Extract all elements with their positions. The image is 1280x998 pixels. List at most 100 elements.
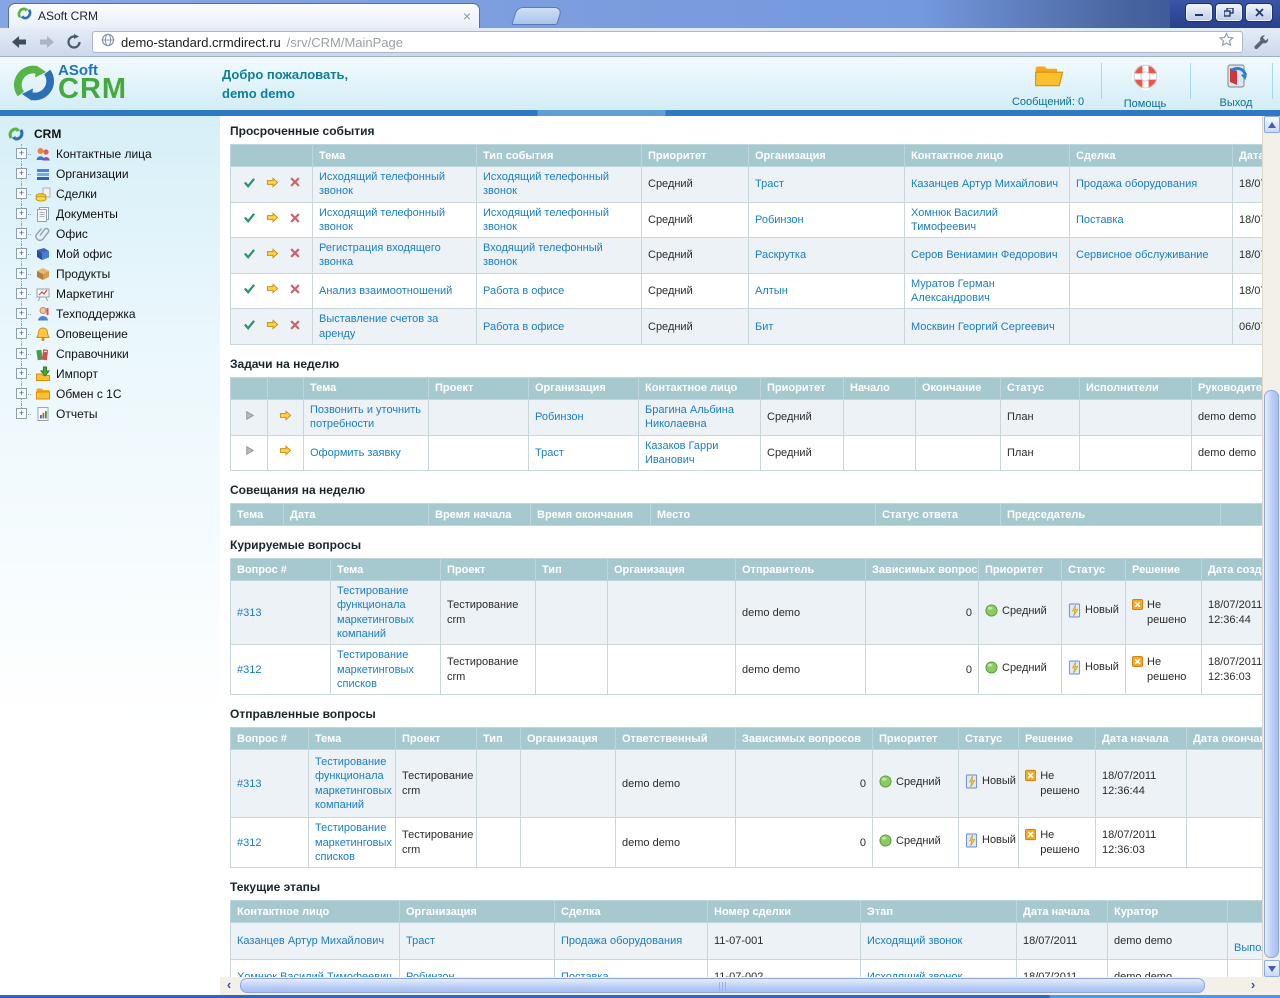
expand-plus-icon[interactable]: + bbox=[16, 348, 27, 359]
task-theme-link[interactable]: Позвонить и уточнить потребности bbox=[310, 403, 422, 431]
stage-link[interactable]: Исходящий звонок bbox=[867, 971, 962, 977]
event-theme-link[interactable]: Регистрация входящего звонка bbox=[319, 242, 441, 269]
expand-plus-icon[interactable]: + bbox=[16, 188, 27, 199]
event-type-link[interactable]: Исходящий телефонный звонок bbox=[483, 206, 610, 233]
sidebar-item-import[interactable]: + Импорт bbox=[8, 364, 220, 384]
done-check-icon[interactable] bbox=[1234, 963, 1262, 977]
event-type-link[interactable]: Работа в офисе bbox=[483, 320, 565, 333]
deal-link[interactable]: Сервисное обслуживание bbox=[1076, 249, 1209, 262]
organization-link[interactable]: Раскрутка bbox=[755, 249, 807, 262]
event-theme-link[interactable]: Исходящий телефонный звонок bbox=[319, 171, 446, 198]
horizontal-scroll-thumb[interactable] bbox=[240, 978, 1205, 993]
sidebar-item-marketing[interactable]: + Маркетинг bbox=[8, 284, 220, 304]
tree-root-crm[interactable]: CRM bbox=[8, 125, 220, 143]
expand-triangle-icon[interactable] bbox=[244, 410, 255, 424]
forward-arrow-icon[interactable] bbox=[266, 247, 279, 264]
contact-link[interactable]: Муратов Герман Александрович bbox=[911, 277, 995, 305]
expand-plus-icon[interactable]: + bbox=[16, 148, 27, 159]
horizontal-scrollbar[interactable]: ‹ › bbox=[220, 977, 1262, 995]
issue-id-link[interactable]: #313 bbox=[237, 777, 262, 790]
contact-link[interactable]: Казаков Гарри Иванович bbox=[645, 439, 719, 466]
contact-link[interactable]: Казанцев Артур Михайлович bbox=[911, 178, 1059, 191]
vertical-scroll-thumb[interactable] bbox=[1264, 390, 1279, 958]
expand-plus-icon[interactable]: + bbox=[16, 288, 27, 299]
scroll-down-button[interactable] bbox=[1264, 960, 1280, 977]
sidebar-item-organizations[interactable]: + Организации bbox=[8, 164, 220, 184]
sidebar-item-products[interactable]: + Продукты bbox=[8, 264, 220, 284]
event-type-link[interactable]: Входящий телефонный звонок bbox=[483, 242, 603, 269]
stage-link[interactable]: Исходящий звонок bbox=[867, 934, 963, 947]
sidebar-item-documents[interactable]: + Документы bbox=[8, 204, 220, 224]
expand-plus-icon[interactable]: + bbox=[16, 248, 27, 259]
event-theme-link[interactable]: Анализ взаимоотношений bbox=[319, 284, 453, 297]
delete-x-icon[interactable] bbox=[289, 176, 301, 192]
forward-arrow-icon[interactable] bbox=[279, 445, 292, 460]
event-theme-link[interactable]: Выставление счетов за аренду bbox=[319, 313, 439, 340]
organization-link[interactable]: Робинзон bbox=[406, 971, 455, 977]
delete-x-icon[interactable] bbox=[289, 212, 301, 228]
organization-link[interactable]: Робинзон bbox=[535, 411, 584, 424]
scroll-up-button[interactable] bbox=[1264, 116, 1280, 133]
expand-plus-icon[interactable]: + bbox=[16, 168, 27, 179]
organization-link[interactable]: Робинзон bbox=[755, 213, 804, 226]
sidebar-item-my-office[interactable]: + Мой офис bbox=[8, 244, 220, 264]
expand-plus-icon[interactable]: + bbox=[16, 388, 27, 399]
scroll-right-button[interactable]: › bbox=[1244, 977, 1262, 995]
organization-link[interactable]: Алтын bbox=[755, 284, 788, 297]
complete-check-icon[interactable] bbox=[243, 247, 256, 264]
deal-link[interactable]: Продажа оборудования bbox=[1076, 178, 1198, 191]
issue-theme-link[interactable]: Тестирование функционала маркетинговых к… bbox=[315, 756, 392, 812]
contact-link[interactable]: Хомнюк Василий Тимофеевич bbox=[911, 206, 998, 233]
expand-plus-icon[interactable]: + bbox=[16, 308, 27, 319]
forward-arrow-icon[interactable] bbox=[279, 409, 292, 425]
issue-id-link[interactable]: #312 bbox=[237, 663, 262, 676]
contact-link[interactable]: Москвин Георгий Сергеевич bbox=[911, 320, 1055, 333]
sidebar-item-reports[interactable]: + Отчеты bbox=[8, 404, 220, 424]
organization-link[interactable]: Траст bbox=[755, 178, 784, 191]
complete-check-icon[interactable] bbox=[243, 176, 256, 193]
contact-link[interactable]: Брагина Альбина Николаевна bbox=[645, 403, 734, 431]
expand-plus-icon[interactable]: + bbox=[16, 328, 27, 339]
contact-link[interactable]: Казанцев Артур Михайлович bbox=[237, 934, 385, 947]
minimize-button[interactable] bbox=[1185, 3, 1213, 22]
deal-link[interactable]: Продажа оборудования bbox=[561, 934, 683, 947]
restore-button[interactable] bbox=[1215, 3, 1243, 22]
tab-close-icon[interactable]: × bbox=[462, 8, 471, 24]
address-bar[interactable]: demo-standard.crmdirect.ru/srv/CRM/MainP… bbox=[92, 31, 1243, 53]
browser-tab[interactable]: ASoft CRM × bbox=[8, 3, 480, 28]
event-type-link[interactable]: Исходящий телефонный звонок bbox=[483, 171, 610, 198]
sidebar-item-contacts[interactable]: + Контактные лица bbox=[8, 144, 220, 164]
forward-arrow-icon[interactable] bbox=[266, 318, 279, 335]
forward-arrow-icon[interactable] bbox=[266, 176, 279, 193]
contact-link[interactable]: Хомнюк Василий Тимофеевич bbox=[237, 971, 392, 977]
sidebar-item-deals[interactable]: + Сделки bbox=[8, 184, 220, 204]
issue-theme-link[interactable]: Тестирование функционала маркетинговых к… bbox=[337, 585, 414, 641]
event-theme-link[interactable]: Исходящий телефонный звонок bbox=[319, 206, 446, 233]
delete-x-icon[interactable] bbox=[289, 283, 301, 299]
sidebar-item-reference[interactable]: + Справочники bbox=[8, 344, 220, 364]
complete-check-icon[interactable] bbox=[243, 282, 256, 299]
forward-button[interactable] bbox=[38, 35, 56, 49]
issue-theme-link[interactable]: Тестирование маркетинговых списков bbox=[337, 649, 414, 690]
scroll-left-button[interactable]: ‹ bbox=[220, 977, 238, 995]
contact-link[interactable]: Серов Вениамин Федорович bbox=[911, 249, 1058, 262]
expand-plus-icon[interactable]: + bbox=[16, 408, 27, 419]
expand-plus-icon[interactable]: + bbox=[16, 268, 27, 279]
expand-plus-icon[interactable]: + bbox=[16, 368, 27, 379]
organization-link[interactable]: Бит bbox=[755, 320, 774, 333]
new-tab-button[interactable] bbox=[511, 7, 563, 25]
reload-button[interactable] bbox=[66, 34, 82, 50]
issue-theme-link[interactable]: Тестирование маркетинговых списков bbox=[315, 822, 392, 863]
sidebar-item-alerts[interactable]: + Оповещение bbox=[8, 324, 220, 344]
sidebar-item-1c-exchange[interactable]: + Обмен с 1С bbox=[8, 384, 220, 404]
back-button[interactable] bbox=[10, 35, 28, 49]
wrench-menu-icon[interactable] bbox=[1253, 34, 1270, 51]
sidebar-item-office[interactable]: + Офис bbox=[8, 224, 220, 244]
complete-check-icon[interactable] bbox=[243, 211, 256, 228]
vertical-scrollbar[interactable] bbox=[1262, 116, 1280, 977]
deal-link[interactable]: Поставка bbox=[1076, 213, 1124, 226]
complete-check-icon[interactable] bbox=[243, 318, 256, 335]
deal-link[interactable]: Поставка bbox=[561, 971, 609, 977]
messages-button[interactable]: Сообщений: 0 bbox=[1000, 62, 1096, 108]
task-theme-link[interactable]: Оформить заявку bbox=[310, 446, 401, 459]
